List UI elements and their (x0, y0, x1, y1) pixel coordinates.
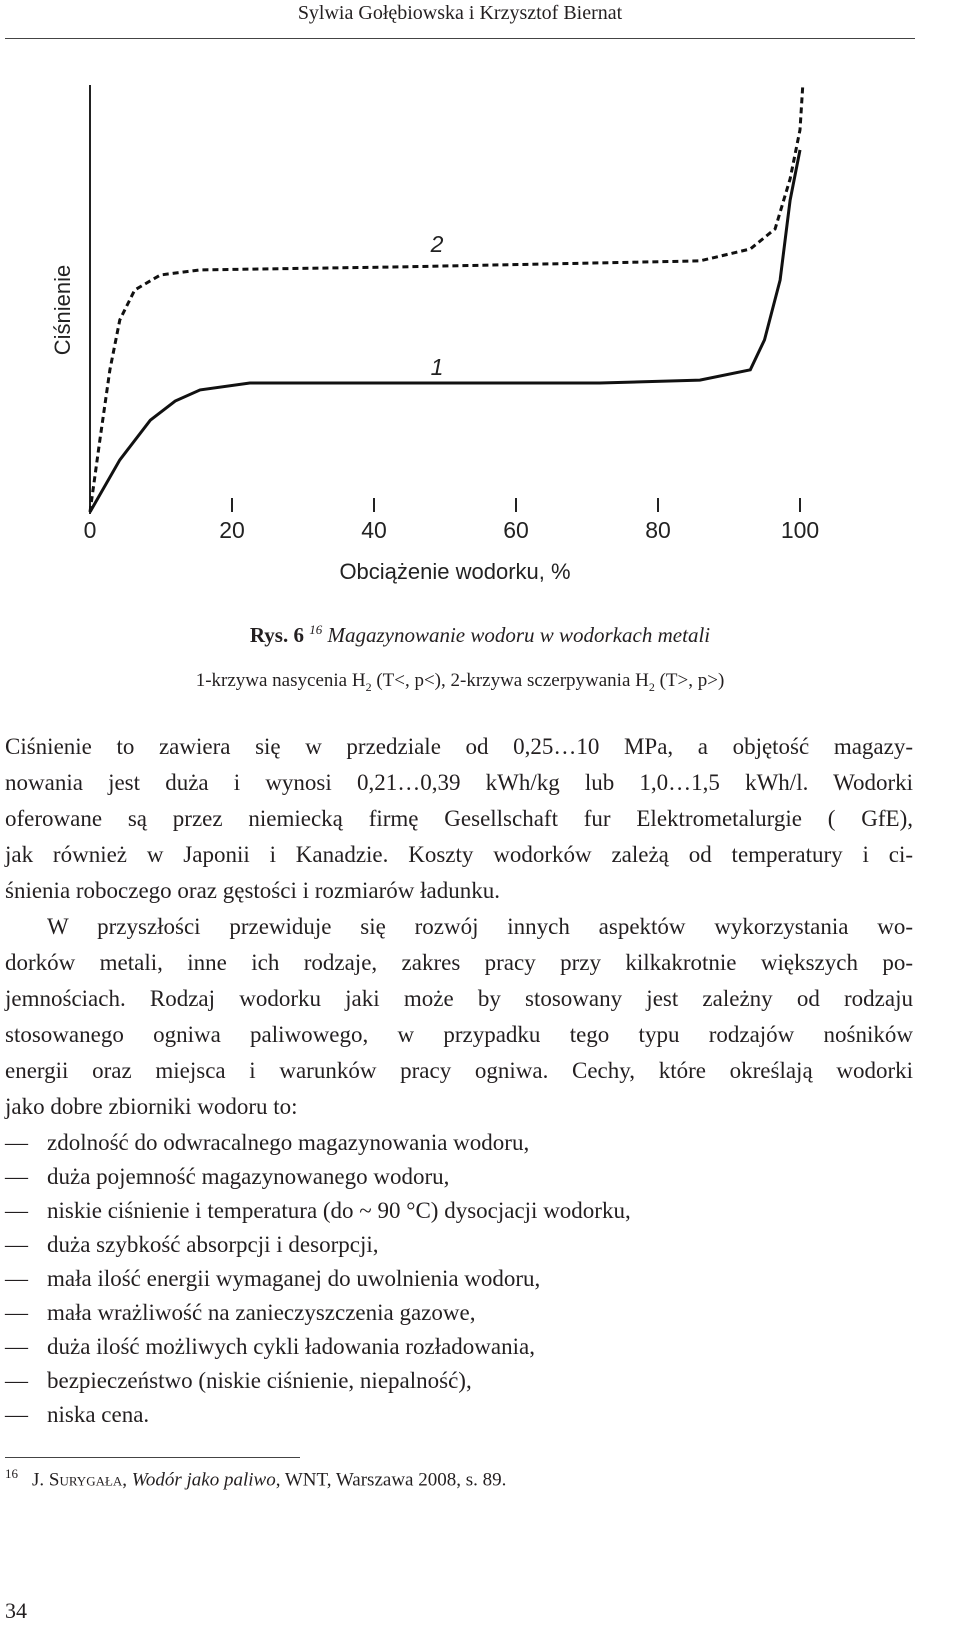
list-text: niskie ciśnienie i temperatura (do ~ 90 … (47, 1198, 631, 1223)
list-dash: — (5, 1368, 28, 1393)
list-text: duża pojemność magazynowanego wodoru, (47, 1164, 450, 1189)
text-line: jak również w Japonii i Kanadzie. Koszty… (5, 842, 913, 867)
figure-caption: Rys. 6 16 Magazynowanie wodoru w wodorka… (0, 622, 960, 648)
list-text: mała ilość energii wymaganej do uwolnien… (47, 1266, 541, 1291)
curve (88, 84, 805, 513)
curve-label: 2 (430, 231, 444, 257)
subscript: 2 (365, 679, 372, 694)
chart: 2 1 Obciążenie wodorku, % Ciśnienie 0 20 4… (50, 84, 819, 584)
subscript: 2 (648, 679, 655, 694)
list-text: mała wrażliwość na zanieczyszczenia gazo… (47, 1300, 476, 1325)
list-item: — niska cena. (5, 1398, 149, 1432)
text-line: śnienia roboczego oraz gęstości i rozmia… (5, 878, 500, 903)
curve-label: 1 (431, 354, 444, 380)
text-line: oferowane są przez niemiecką firmę Gesel… (5, 806, 913, 831)
list-dash: — (5, 1266, 28, 1291)
text-line: dorków metali, inne ich rodzaje, zakres … (5, 950, 913, 975)
x-tick-label: 60 (503, 517, 529, 543)
list-dash: — (5, 1130, 28, 1155)
page-number: 34 (5, 1598, 27, 1623)
list-dash: — (5, 1402, 28, 1427)
footnote-number: 16 (5, 1466, 18, 1481)
list-text: duża szybkość absorpcji i desorpcji, (47, 1232, 379, 1257)
caption-text: (T<, p<), 2-krzywa sczerpywania H (371, 670, 649, 691)
footnote-sep: , (122, 1469, 132, 1491)
x-tick-label: 20 (219, 517, 245, 543)
list-dash: — (5, 1334, 28, 1359)
list-dash: — (5, 1164, 28, 1189)
curve (88, 149, 802, 513)
list-dash: — (5, 1232, 28, 1257)
list-dash: — (5, 1300, 28, 1325)
footnote-rule (5, 1457, 300, 1458)
text-line: nowania jest duża i wynosi 0,21…0,39 kWh… (5, 770, 913, 795)
running-header: Sylwia Gołębiowska i Krzysztof Biernat (297, 2, 623, 24)
footnote-ref: 16 (309, 622, 323, 637)
text-line: stosowanego ogniwa paliwowego, w przypad… (5, 1022, 913, 1047)
list-text: duża ilość możliwych cykli ładowania roz… (47, 1334, 535, 1359)
list-dash: — (5, 1198, 28, 1223)
list-item: — niskie ciśnienie i temperatura (do ~ 90… (5, 1194, 631, 1228)
list-item: — duża pojemność magazynowanego wodoru, (5, 1160, 449, 1194)
list-item: — mała wrażliwość na zanieczyszczenia gaz… (5, 1296, 475, 1330)
caption-label: Rys. 6 (249, 623, 304, 647)
text-line: jemnościach. Rodzaj wodorku jaki może by… (5, 986, 913, 1011)
text-line: Ciśnienie to zawiera się w przedziale od… (5, 734, 913, 759)
footnote-title: Wodór jako paliwo (131, 1469, 276, 1491)
list-text: niska cena. (47, 1402, 150, 1427)
x-tick-label: 80 (645, 517, 671, 543)
list-item: — bezpieczeństwo (niskie ciśnienie, niepa… (5, 1364, 472, 1398)
list-text: bezpieczeństwo (niskie ciśnienie, niepal… (47, 1368, 472, 1393)
caption-title: Magazynowanie wodoru w wodorkach metali (327, 623, 711, 647)
x-axis-title: Obciążenie wodorku, % (339, 559, 570, 584)
footnote-text: , WNT, Warszawa 2008, s. 89. (275, 1469, 507, 1491)
list-item: — mała ilość energii wymaganej do uwolnie… (5, 1262, 540, 1296)
list-text: zdolność do odwracalnego magazynowania w… (47, 1130, 530, 1155)
caption-text: 1-krzywa nasycenia H (195, 670, 366, 691)
footnote-author: J. Surygała (32, 1469, 123, 1491)
footnote: 16 J. Surygała, Wodór jako paliwo, WNT, W… (5, 1466, 506, 1491)
x-tick-label: 100 (781, 517, 819, 543)
list-item: — duża ilość możliwych cykli ładowania ro… (5, 1330, 535, 1364)
x-tick-label: 0 (84, 517, 97, 543)
text-line: energii oraz miejsca i warunków pracy og… (5, 1058, 913, 1083)
header-rule (5, 38, 915, 39)
x-tick-label: 40 (361, 517, 387, 543)
caption-text: (T>, p>) (654, 670, 725, 691)
text-line: W przyszłości przewiduje się rozwój inny… (47, 914, 913, 939)
caption-legend: 1-krzywa nasycenia H2 (T<, p<), 2-krzywa… (0, 670, 920, 695)
text-line: jako dobre zbiorniki wodoru to: (5, 1094, 298, 1119)
y-axis-title: Ciśnienie (50, 265, 75, 356)
list-item: — zdolność do odwracalnego magazynowania … (5, 1126, 529, 1160)
list-item: — duża szybkość absorpcji i desorpcji, (5, 1228, 379, 1262)
